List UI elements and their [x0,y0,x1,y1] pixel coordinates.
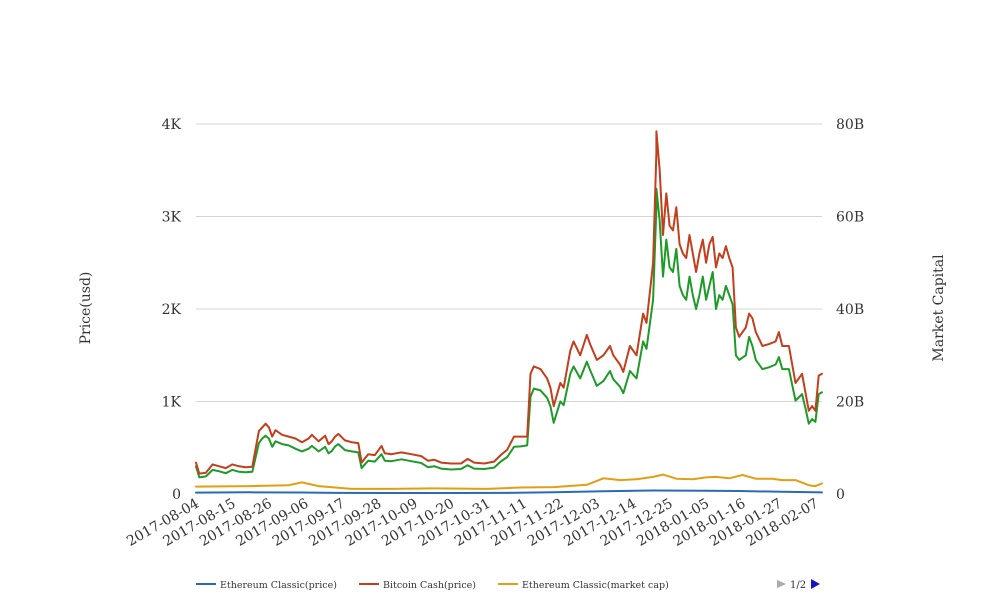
y-left-tick-labels: 0 1K 2K 3K 4K [162,117,182,503]
y-right-tick-label: 20B [836,395,864,411]
series-line-0 [195,489,823,494]
y-left-tick-label: 2K [162,302,182,318]
series-line-3 [195,187,823,479]
y-right-tick-label: 80B [836,117,864,133]
y-right-tick-label: 60B [836,210,864,226]
pager-next-icon[interactable] [811,579,820,589]
grid-lines [196,123,822,402]
legend-pager[interactable]: 1/2 [777,579,820,591]
y-left-tick-label: 4K [162,117,182,133]
legend-label: Ethereum Classic(market cap) [522,580,669,591]
y-right-tick-label: 0 [836,487,845,503]
y-left-tick-label: 0 [172,487,181,503]
y-left-tick-label: 3K [162,210,182,226]
x-tick-labels: 2017-08-042017-08-152017-08-262017-09-06… [124,496,821,550]
y-right-tick-labels: 0 20B 40B 60B 80B [836,117,864,503]
pager-prev-icon[interactable] [777,580,786,588]
y-right-tick-label: 40B [836,302,864,318]
series-line-1 [195,130,823,475]
series-lines [195,130,823,494]
legend-item[interactable]: Bitcoin Cash(price) [359,580,476,591]
y-left-tick-label: 1K [162,395,182,411]
series-line-2 [195,473,823,490]
legend[interactable]: Ethereum Classic(price) Bitcoin Cash(pric… [196,580,669,591]
pager-page-label: 1/2 [790,580,806,591]
legend-item[interactable]: Ethereum Classic(price) [196,580,337,591]
y-right-axis-title: Market Capital [931,254,947,362]
y-left-axis-title: Price(usd) [78,272,94,345]
legend-label: Bitcoin Cash(price) [383,580,476,591]
legend-item[interactable]: Ethereum Classic(market cap) [498,580,669,591]
legend-label: Ethereum Classic(price) [220,580,337,591]
